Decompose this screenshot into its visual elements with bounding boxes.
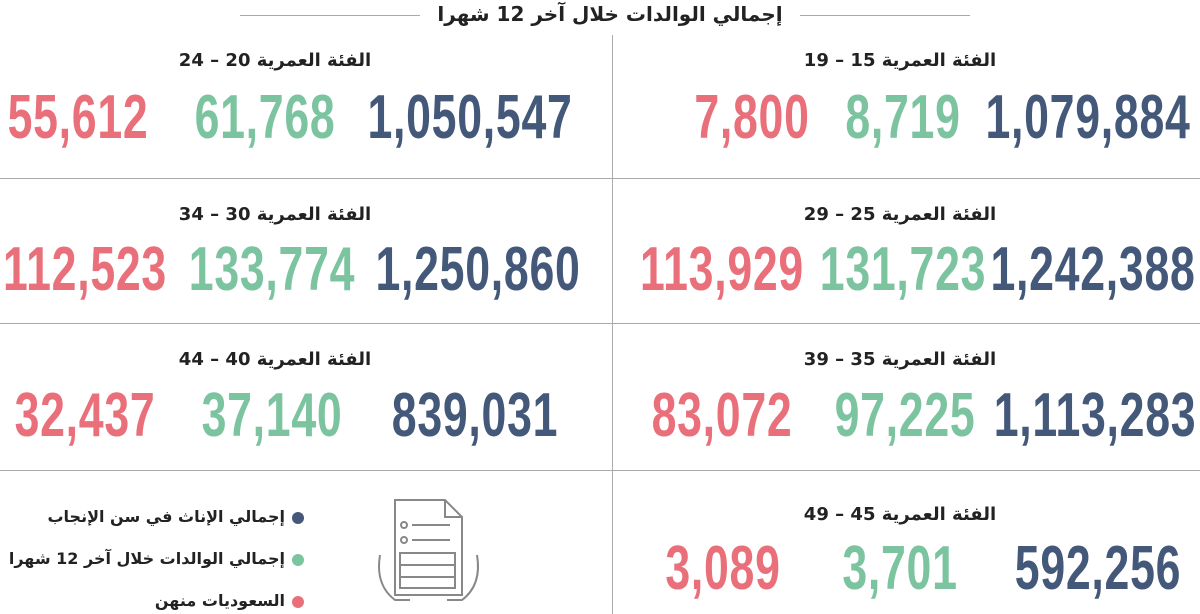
group-label: الفئة العمرية 45 – 49 [803, 504, 997, 525]
group-value: 97,225 [834, 381, 976, 450]
group-label: الفئة العمرية 35 – 39 [803, 349, 997, 370]
group-value: 61,768 [194, 83, 336, 152]
legend-text: إجمالي الإناث في سن الإنجاب [47, 507, 285, 526]
group-value: 1,113,283 [993, 381, 1197, 450]
group-value: 8,719 [845, 83, 961, 152]
group-value: 55,612 [7, 83, 149, 152]
rule [0, 178, 1200, 179]
group-label: الفئة العمرية 40 – 44 [178, 349, 372, 370]
group-label: الفئة العمرية 25 – 29 [803, 204, 997, 225]
group-value: 1,250,860 [375, 235, 581, 304]
rule [0, 323, 1200, 324]
rule [240, 15, 420, 16]
title: إجمالي الوالدات خلال آخر 12 شهرا [437, 2, 783, 26]
document-icon [378, 499, 479, 601]
legend-text: السعوديات منهن [154, 591, 285, 610]
rule [0, 470, 1200, 471]
group-value: 131,723 [819, 235, 987, 304]
group-value: 3,701 [842, 534, 958, 603]
group-value: 7,800 [694, 83, 810, 152]
rule [800, 15, 970, 16]
group-value: 112,523 [3, 235, 167, 304]
legend-dot [292, 512, 304, 524]
group-value: 37,140 [201, 381, 343, 450]
legend-dot [292, 596, 304, 608]
group-value: 3,089 [665, 534, 781, 603]
divider [612, 35, 613, 614]
legend-text: إجمالي الوالدات خلال آخر 12 شهرا [8, 549, 285, 568]
group-label: الفئة العمرية 20 – 24 [178, 50, 372, 71]
group-label: الفئة العمرية 30 – 34 [178, 204, 372, 225]
group-value: 1,050,547 [367, 83, 573, 152]
group-value: 1,242,388 [990, 235, 1196, 304]
group-value: 113,929 [640, 235, 804, 304]
group-value: 32,437 [14, 381, 156, 450]
group-value: 133,774 [188, 235, 356, 304]
legend-dot [292, 554, 304, 566]
group-value: 1,079,884 [985, 83, 1191, 152]
group-label: الفئة العمرية 15 – 19 [803, 50, 997, 71]
group-value: 83,072 [651, 381, 793, 450]
group-value: 839,031 [391, 381, 559, 450]
group-value: 592,256 [1014, 534, 1182, 603]
